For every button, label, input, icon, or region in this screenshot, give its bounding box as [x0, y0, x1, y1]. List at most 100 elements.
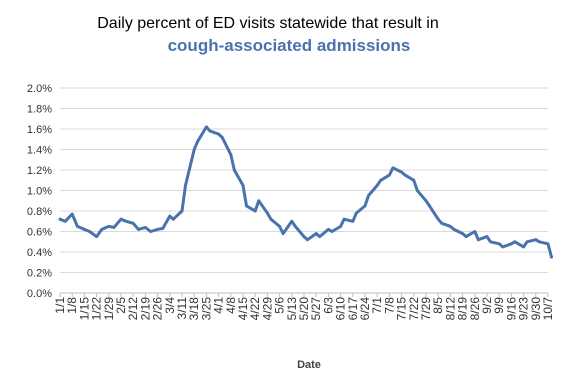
data-point: [367, 194, 370, 198]
y-tick-label: 0.8%: [27, 206, 52, 218]
x-tick-label: 4/22: [248, 297, 262, 321]
data-point: [184, 183, 187, 187]
x-tick-label: 8/12: [443, 297, 457, 321]
y-tick-label: 0.4%: [27, 247, 52, 259]
data-point: [537, 240, 541, 244]
x-tick-label: 2/5: [114, 297, 128, 314]
data-point: [63, 219, 67, 223]
data-point: [452, 228, 456, 231]
x-tick-label: 3/4: [163, 297, 177, 314]
x-tick-label: 8/19: [456, 297, 470, 321]
data-point: [510, 242, 513, 246]
data-point: [497, 242, 501, 246]
data-point: [241, 183, 245, 187]
x-tick-label: 6/10: [334, 297, 348, 321]
x-tick-label: 1/15: [77, 297, 91, 321]
x-tick-label: 1/29: [102, 297, 116, 321]
data-point: [100, 228, 104, 231]
data-point: [363, 204, 367, 208]
data-point: [290, 219, 294, 223]
series-layer: [58, 125, 553, 259]
data-point: [156, 228, 160, 231]
data-point: [124, 219, 128, 223]
x-tick-label: 2/26: [151, 297, 165, 321]
data-point: [464, 235, 468, 239]
data-point: [144, 226, 147, 229]
data-point: [232, 168, 236, 172]
data-point: [403, 173, 407, 177]
data-point: [220, 135, 224, 139]
data-point: [149, 230, 153, 233]
y-tick-label: 1.0%: [27, 186, 52, 198]
data-point: [70, 212, 74, 216]
x-tick-label: 1/8: [65, 297, 79, 314]
data-point: [137, 228, 140, 231]
x-tick-label: 9/16: [504, 297, 518, 321]
data-point: [266, 211, 269, 215]
data-point: [339, 224, 342, 228]
data-point: [412, 178, 416, 182]
data-point: [107, 224, 111, 228]
x-tick-label: 4/8: [224, 297, 238, 314]
data-point: [196, 139, 200, 143]
x-tick-label: 3/18: [187, 297, 201, 321]
x-tick-label: 8/5: [431, 297, 445, 314]
data-point: [546, 242, 550, 246]
x-axis: 1/11/81/151/221/292/52/122/192/263/43/11…: [53, 293, 555, 320]
y-tick-label: 1.2%: [27, 165, 52, 177]
x-tick-label: 7/22: [407, 297, 421, 321]
y-tick-label: 0.6%: [27, 227, 52, 239]
data-point: [330, 230, 334, 233]
x-tick-label: 7/29: [419, 297, 433, 321]
data-point: [112, 226, 116, 229]
y-tick-label: 1.8%: [27, 104, 52, 116]
data-point: [257, 199, 261, 203]
x-tick-label: 7/15: [395, 297, 409, 321]
series-line: [58, 125, 553, 259]
data-point: [119, 217, 123, 221]
data-point: [473, 230, 477, 233]
x-tick-label: 7/8: [382, 297, 396, 314]
y-tick-label: 1.4%: [27, 145, 52, 157]
y-tick-label: 0.2%: [27, 268, 52, 280]
data-point: [269, 217, 273, 221]
data-point: [501, 245, 505, 249]
x-axis-label: Date: [297, 359, 321, 369]
data-point: [375, 183, 379, 187]
x-tick-label: 3/11: [175, 297, 189, 320]
x-tick-label: 1/22: [90, 297, 104, 321]
y-tick-label: 1.6%: [27, 124, 52, 136]
data-point: [217, 132, 221, 136]
data-point: [391, 166, 395, 170]
x-tick-label: 2/12: [126, 297, 140, 321]
data-point: [415, 189, 419, 192]
data-point: [513, 240, 517, 244]
x-tick-label: 9/23: [517, 297, 531, 321]
data-point: [76, 224, 79, 228]
x-tick-label: 10/7: [541, 297, 555, 321]
data-point: [58, 217, 62, 221]
y-tick-label: 0.0%: [27, 288, 52, 300]
x-tick-label: 2/19: [138, 297, 152, 321]
data-point: [327, 228, 330, 231]
chart-title-line2: cough-associated admissions: [168, 36, 411, 55]
data-point: [534, 238, 538, 242]
data-point: [489, 240, 492, 244]
data-point: [192, 148, 196, 151]
data-point: [208, 129, 212, 133]
x-tick-label: 4/29: [260, 297, 274, 321]
x-tick-label: 6/24: [358, 297, 372, 321]
data-point: [351, 219, 355, 223]
x-tick-label: 9/2: [480, 297, 494, 314]
data-point: [171, 217, 175, 221]
data-point: [550, 255, 553, 259]
data-point: [485, 235, 489, 239]
x-tick-label: 9/9: [492, 297, 506, 314]
x-tick-label: 5/6: [273, 297, 287, 314]
x-tick-label: 5/27: [309, 297, 323, 321]
data-point: [461, 232, 464, 235]
data-point: [245, 204, 248, 208]
data-point: [522, 245, 525, 249]
data-point: [161, 227, 165, 230]
